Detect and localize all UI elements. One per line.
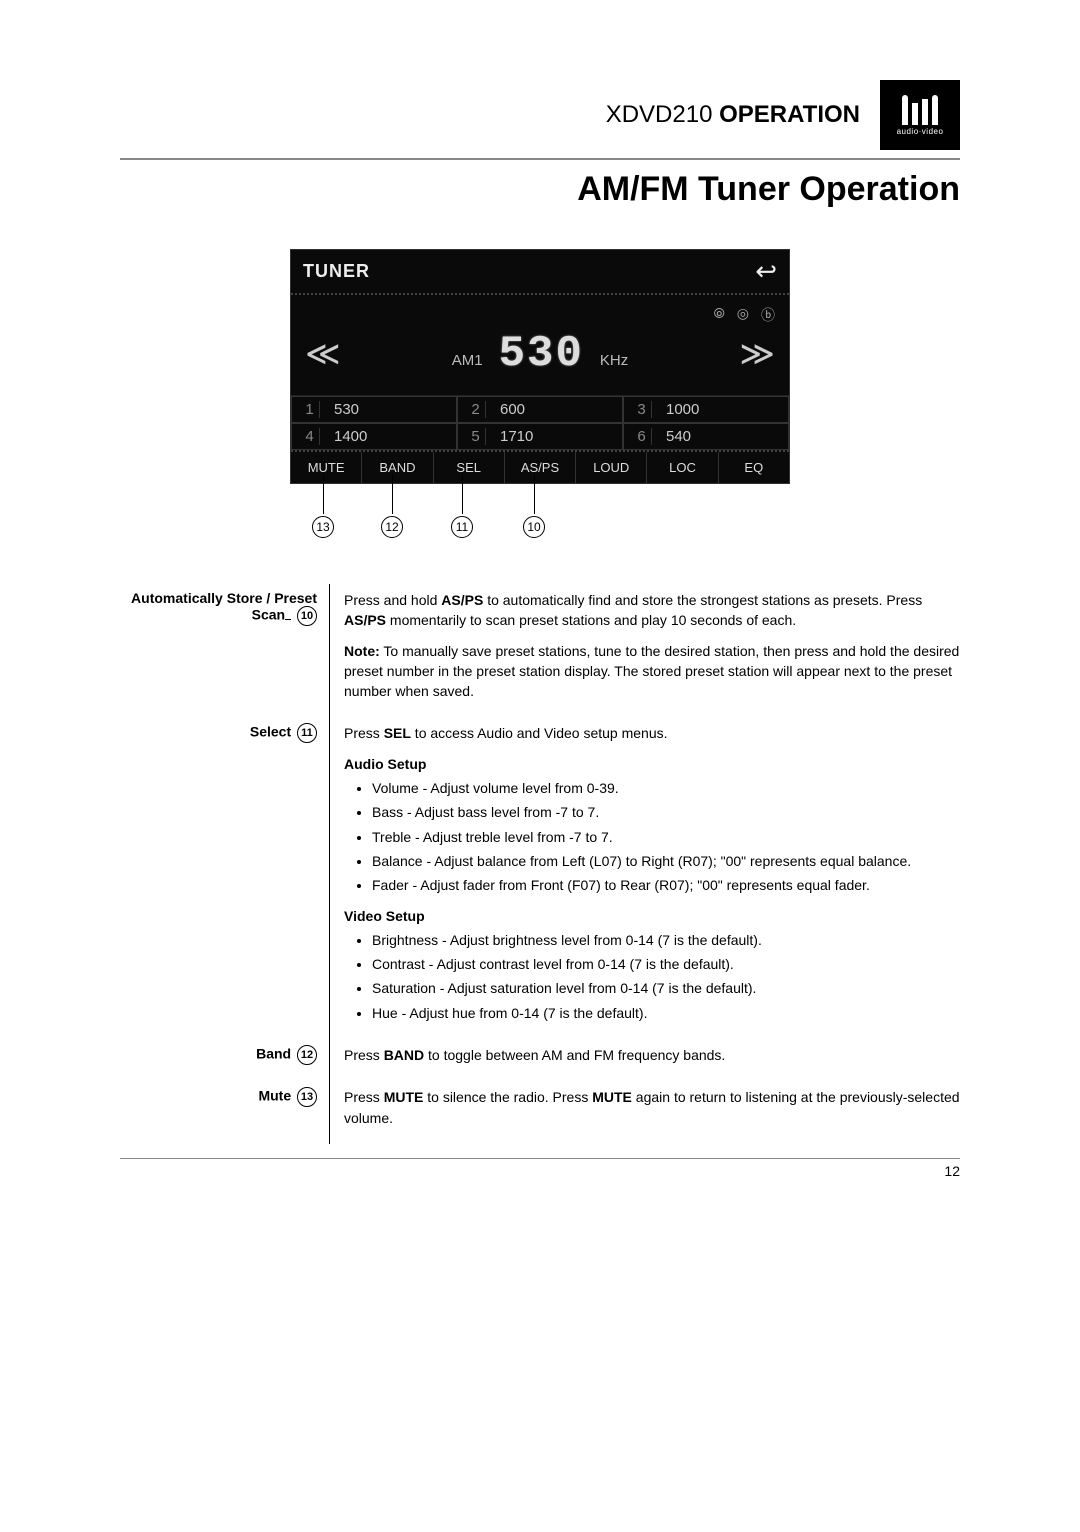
row-mute-label: Mute 13 [120,1081,330,1144]
stereo-icon: ⦾ [714,305,725,325]
callout-13: 13 [312,516,334,538]
row-mute-content: Press MUTE to silence the radio. Press M… [330,1081,960,1144]
as-ps-button[interactable]: AS/PS [505,452,576,483]
tuner-label: TUNER [303,261,370,282]
eq-button[interactable]: EQ [719,452,789,483]
header-title: XDVD210 OPERATION [606,101,860,129]
description-table: Automatically Store / Preset Scan 10 Pre… [120,584,960,1144]
tune-up-button[interactable]: ≫ [739,334,775,374]
row-asps-content: Press and hold AS/PS to automatically fi… [330,584,960,717]
model-number: XDVD210 [606,101,713,128]
audio-setup-head: Audio Setup [344,754,960,774]
tune-down-button[interactable]: ≪ [305,334,341,374]
circ-12: 12 [297,1045,317,1065]
list-item: Brightness - Adjust brightness level fro… [372,930,960,950]
sel-button[interactable]: SEL [434,452,505,483]
list-item: Hue - Adjust hue from 0-14 (7 is the def… [372,1003,960,1023]
header-word: OPERATION [719,101,860,128]
list-item: Fader - Adjust fader from Front (F07) to… [372,875,960,895]
bottom-button-bar: MUTEBANDSELAS/PSLOUDLOCEQ [291,450,789,483]
band-indicator: AM1 [452,352,483,369]
preset-grid: 1530260031000 41400517106540 [291,396,789,450]
tuner-screenshot: TUNER ↩ ⦾ ◎ ⓑ ≪ AM1 530 KHz ≫ 1530260031… [290,249,790,484]
frequency-unit: KHz [600,352,628,369]
callout-12: 12 [381,516,403,538]
list-item: Saturation - Adjust saturation level fro… [372,978,960,998]
disc-icon: ◎ [737,305,749,325]
preset-5[interactable]: 51710 [457,423,623,450]
row-select-label: Select 11 [120,717,330,1039]
list-item: Balance - Adjust balance from Left (L07)… [372,851,960,871]
preset-1[interactable]: 1530 [291,396,457,423]
loc-button[interactable]: LOC [647,452,718,483]
callout-container: 13 12 11 10 [290,494,790,554]
circ-10: 10 [297,606,317,626]
b-icon: ⓑ [761,305,775,325]
list-item: Bass - Adjust bass level from -7 to 7. [372,802,960,822]
header-divider [120,158,960,160]
mute-button[interactable]: MUTE [291,452,362,483]
page-title: AM/FM Tuner Operation [120,170,960,209]
list-item: Volume - Adjust volume level from 0-39. [372,778,960,798]
row-asps-label: Automatically Store / Preset Scan 10 [120,584,330,717]
list-item: Contrast - Adjust contrast level from 0-… [372,954,960,974]
band-button[interactable]: BAND [362,452,433,483]
video-setup-head: Video Setup [344,906,960,926]
preset-2[interactable]: 2600 [457,396,623,423]
callout-10: 10 [523,516,545,538]
callout-11: 11 [451,516,473,538]
row-select-content: Press SEL to access Audio and Video setu… [330,717,960,1039]
preset-6[interactable]: 6540 [623,423,789,450]
back-icon[interactable]: ↩ [755,256,777,287]
audio-setup-list: Volume - Adjust volume level from 0-39. B… [372,778,960,895]
preset-3[interactable]: 31000 [623,396,789,423]
frequency-readout: 530 [499,329,584,379]
row-band-content: Press BAND to toggle between AM and FM f… [330,1039,960,1081]
page-number: 12 [120,1163,960,1179]
footer-divider [120,1158,960,1159]
logo-subtext: audio·video [897,127,944,136]
circ-11: 11 [297,723,317,743]
dual-logo: audio·video [880,80,960,150]
indicator-row: ⦾ ◎ ⓑ [305,305,775,325]
circ-13: 13 [297,1087,317,1107]
header: XDVD210 OPERATION audio·video [120,80,960,150]
row-band-label: Band 12 [120,1039,330,1081]
list-item: Treble - Adjust treble level from -7 to … [372,827,960,847]
loud-button[interactable]: LOUD [576,452,647,483]
video-setup-list: Brightness - Adjust brightness level fro… [372,930,960,1023]
preset-4[interactable]: 41400 [291,423,457,450]
